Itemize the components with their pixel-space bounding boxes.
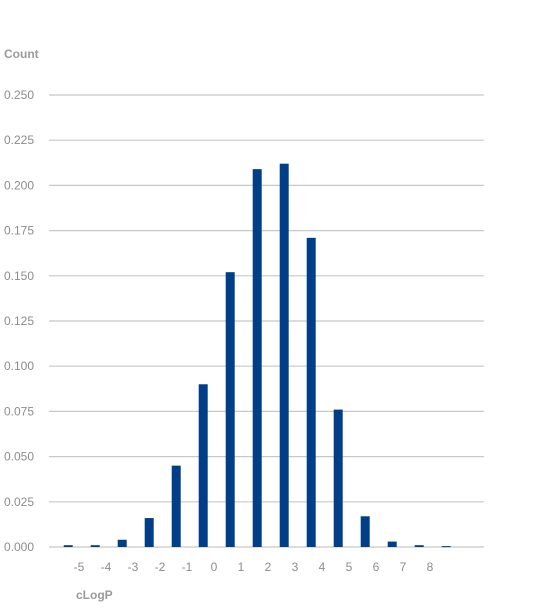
histogram-bar bbox=[63, 545, 73, 547]
histogram-bar bbox=[279, 163, 289, 548]
histogram-bar bbox=[171, 465, 181, 547]
histogram-bar bbox=[252, 169, 262, 548]
y-tick-label: 0.225 bbox=[4, 133, 34, 147]
x-tick-label: 2 bbox=[265, 560, 272, 574]
x-tick-label: 3 bbox=[292, 560, 299, 574]
y-tick-label: 0.175 bbox=[4, 224, 34, 238]
y-tick-label: 0.025 bbox=[4, 495, 34, 509]
y-axis-title: Count bbox=[4, 47, 39, 61]
histogram-bar bbox=[225, 272, 235, 547]
histogram-bar bbox=[306, 237, 316, 547]
x-tick-label: 6 bbox=[373, 560, 380, 574]
y-tick-label: 0.150 bbox=[4, 269, 34, 283]
x-tick-label: -2 bbox=[155, 560, 166, 574]
y-tick-label: 0.250 bbox=[4, 88, 34, 102]
x-tick-label: -1 bbox=[182, 560, 193, 574]
x-tick-label: 7 bbox=[400, 560, 407, 574]
histogram-bar bbox=[198, 384, 208, 547]
histogram-bar bbox=[144, 518, 154, 547]
x-tick-label: -5 bbox=[74, 560, 85, 574]
histogram-bar bbox=[333, 409, 343, 547]
histogram-bar bbox=[387, 541, 397, 547]
bars bbox=[63, 163, 451, 548]
gridlines bbox=[49, 94, 484, 548]
x-tick-label: 0 bbox=[211, 560, 218, 574]
y-tick-label: 0.100 bbox=[4, 359, 34, 373]
x-tick-label: -3 bbox=[128, 560, 139, 574]
histogram-bar bbox=[117, 539, 127, 547]
y-tick-labels: 0.000 0.025 0.050 0.075 0.100 0.125 0.150 0.175… bbox=[4, 88, 34, 554]
histogram-bar bbox=[441, 546, 451, 548]
x-tick-label: -4 bbox=[101, 560, 112, 574]
x-tick-label: 4 bbox=[319, 560, 326, 574]
x-tick-label: 8 bbox=[427, 560, 434, 574]
y-tick-label: 0.200 bbox=[4, 178, 34, 192]
y-tick-label: 0.000 bbox=[4, 540, 34, 554]
x-tick-label: 1 bbox=[238, 560, 245, 574]
y-tick-label: 0.125 bbox=[4, 314, 34, 328]
histogram-bar bbox=[90, 545, 100, 547]
x-tick-label: 5 bbox=[346, 560, 353, 574]
y-tick-label: 0.050 bbox=[4, 450, 34, 464]
x-tick-labels: -5 -4 -3 -2 -1 0 1 2 3 4 5 6 7 8 bbox=[74, 560, 434, 574]
histogram-bar bbox=[414, 545, 424, 547]
y-tick-label: 0.075 bbox=[4, 404, 34, 418]
histogram-bar bbox=[360, 516, 370, 547]
x-axis-title: cLogP bbox=[76, 588, 113, 602]
